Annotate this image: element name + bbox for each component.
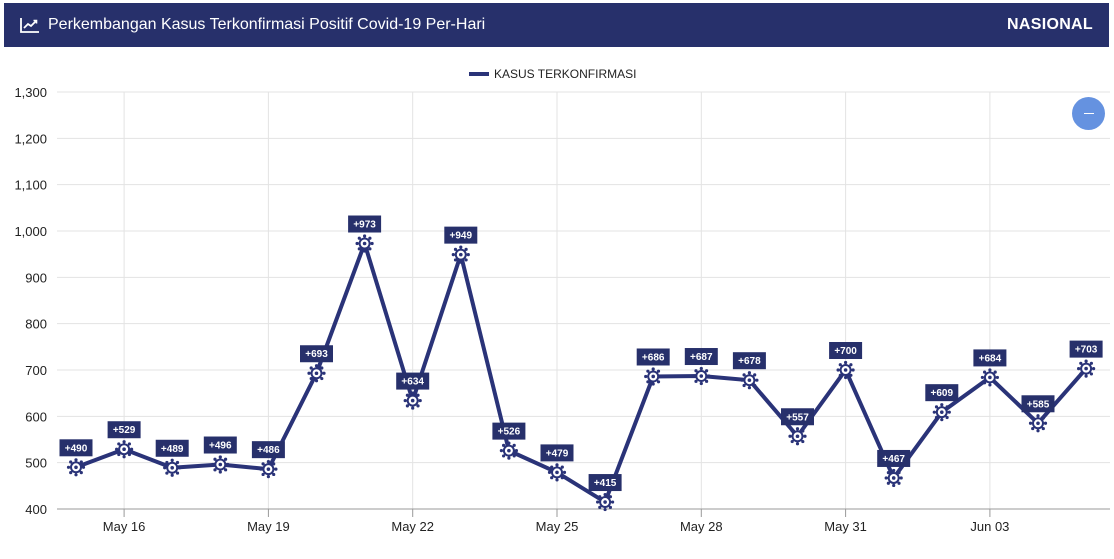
virus-icon[interactable] bbox=[884, 468, 903, 488]
data-label: +687 bbox=[690, 352, 713, 363]
data-label: +415 bbox=[594, 478, 617, 489]
virus-icon[interactable] bbox=[163, 458, 182, 477]
x-tick-label: Jun 03 bbox=[970, 519, 1009, 534]
data-label-box bbox=[1069, 340, 1103, 358]
y-tick-label: 800 bbox=[25, 317, 47, 332]
data-label: +973 bbox=[353, 220, 376, 231]
x-tick-label: May 16 bbox=[103, 519, 146, 534]
data-label: +490 bbox=[65, 443, 88, 454]
data-label-box bbox=[1021, 395, 1055, 413]
data-label-box bbox=[59, 439, 93, 457]
data-label: +949 bbox=[450, 231, 473, 242]
virus-icon[interactable] bbox=[932, 403, 951, 422]
virus-icon[interactable] bbox=[1077, 359, 1096, 378]
data-label-box bbox=[925, 384, 959, 402]
data-label: +585 bbox=[1027, 399, 1050, 410]
data-label-box bbox=[300, 345, 333, 363]
data-label: +609 bbox=[931, 388, 954, 399]
virus-icon[interactable] bbox=[644, 367, 663, 386]
data-label-box bbox=[540, 444, 574, 462]
virus-icon[interactable] bbox=[451, 245, 470, 264]
y-tick-label: 400 bbox=[25, 502, 47, 517]
header-title-group: Perkembangan Kasus Terkonfirmasi Positif… bbox=[20, 16, 485, 34]
y-tick-label: 1,000 bbox=[14, 224, 47, 239]
data-label: +686 bbox=[642, 352, 665, 363]
data-label-box bbox=[973, 349, 1007, 367]
chart-header: Perkembangan Kasus Terkonfirmasi Positif… bbox=[4, 3, 1109, 47]
legend-label[interactable]: KASUS TERKONFIRMASI bbox=[494, 67, 636, 81]
y-tick-label: 600 bbox=[25, 409, 47, 424]
data-label: +486 bbox=[257, 445, 280, 456]
x-tick-label: May 28 bbox=[680, 519, 723, 534]
x-tick-label: May 31 bbox=[824, 519, 867, 534]
data-label: +529 bbox=[113, 425, 136, 436]
data-label: +467 bbox=[882, 454, 905, 465]
virus-icon[interactable] bbox=[115, 440, 134, 459]
virus-icon[interactable] bbox=[307, 364, 326, 383]
data-label-box bbox=[251, 441, 285, 459]
y-tick-label: 500 bbox=[25, 456, 47, 471]
data-label-box bbox=[781, 408, 814, 426]
y-tick-label: 700 bbox=[25, 363, 47, 378]
data-label-box bbox=[203, 436, 237, 454]
y-tick-label: 1,100 bbox=[14, 178, 47, 193]
data-label-box bbox=[396, 372, 430, 390]
series-line bbox=[74, 241, 1089, 505]
data-label: +526 bbox=[498, 427, 521, 438]
data-label: +496 bbox=[209, 441, 232, 452]
virus-icon[interactable] bbox=[740, 371, 759, 390]
virus-icon[interactable] bbox=[259, 460, 278, 479]
zoom-out-button[interactable] bbox=[1072, 97, 1105, 130]
virus-icon[interactable] bbox=[1028, 414, 1048, 433]
minus-icon bbox=[1083, 112, 1094, 115]
data-label-box bbox=[444, 226, 478, 244]
virus-icon[interactable] bbox=[66, 458, 86, 477]
data-label: +557 bbox=[786, 412, 809, 423]
virus-icon[interactable] bbox=[499, 441, 519, 460]
virus-icon[interactable] bbox=[788, 427, 807, 446]
data-label: +703 bbox=[1075, 345, 1098, 356]
chart-title: Perkembangan Kasus Terkonfirmasi Positif… bbox=[48, 16, 486, 33]
trend-chart-icon bbox=[20, 18, 39, 33]
line-chart: KASUS TERKONFIRMASI 400 500 600 700 800 900 1,0… bbox=[14, 67, 1110, 534]
data-label-box bbox=[492, 422, 526, 440]
data-label-box bbox=[829, 342, 863, 359]
x-tick-label: May 19 bbox=[247, 519, 290, 534]
virus-icon[interactable] bbox=[403, 391, 422, 410]
y-tick-label: 1,200 bbox=[14, 131, 47, 146]
virus-icon[interactable] bbox=[980, 368, 1000, 387]
data-label-box bbox=[155, 439, 189, 457]
data-label: +684 bbox=[979, 353, 1002, 364]
virus-icon[interactable] bbox=[211, 455, 230, 474]
data-label-box bbox=[877, 449, 911, 467]
data-label-box bbox=[107, 421, 141, 439]
virus-icon[interactable] bbox=[355, 234, 374, 253]
data-label: +634 bbox=[401, 377, 424, 388]
data-label: +700 bbox=[834, 346, 857, 357]
data-label: +489 bbox=[161, 444, 184, 455]
data-label-box bbox=[348, 215, 382, 233]
y-tick-label: 1,300 bbox=[14, 85, 47, 100]
data-label-box bbox=[684, 348, 718, 366]
scope-label: NASIONAL bbox=[1007, 16, 1093, 33]
data-label-box bbox=[636, 348, 670, 366]
virus-icon[interactable] bbox=[836, 360, 855, 380]
data-label-box bbox=[732, 352, 766, 370]
data-label-box bbox=[588, 474, 622, 492]
data-label: +678 bbox=[738, 356, 761, 367]
x-tick-label: May 22 bbox=[391, 519, 434, 534]
virus-icon[interactable] bbox=[596, 492, 615, 512]
virus-icon[interactable] bbox=[692, 366, 711, 386]
virus-icon[interactable] bbox=[547, 463, 567, 482]
x-tick-label: May 25 bbox=[536, 519, 579, 534]
data-label: +693 bbox=[305, 349, 328, 360]
data-label: +479 bbox=[546, 448, 569, 459]
y-tick-label: 900 bbox=[25, 270, 47, 285]
